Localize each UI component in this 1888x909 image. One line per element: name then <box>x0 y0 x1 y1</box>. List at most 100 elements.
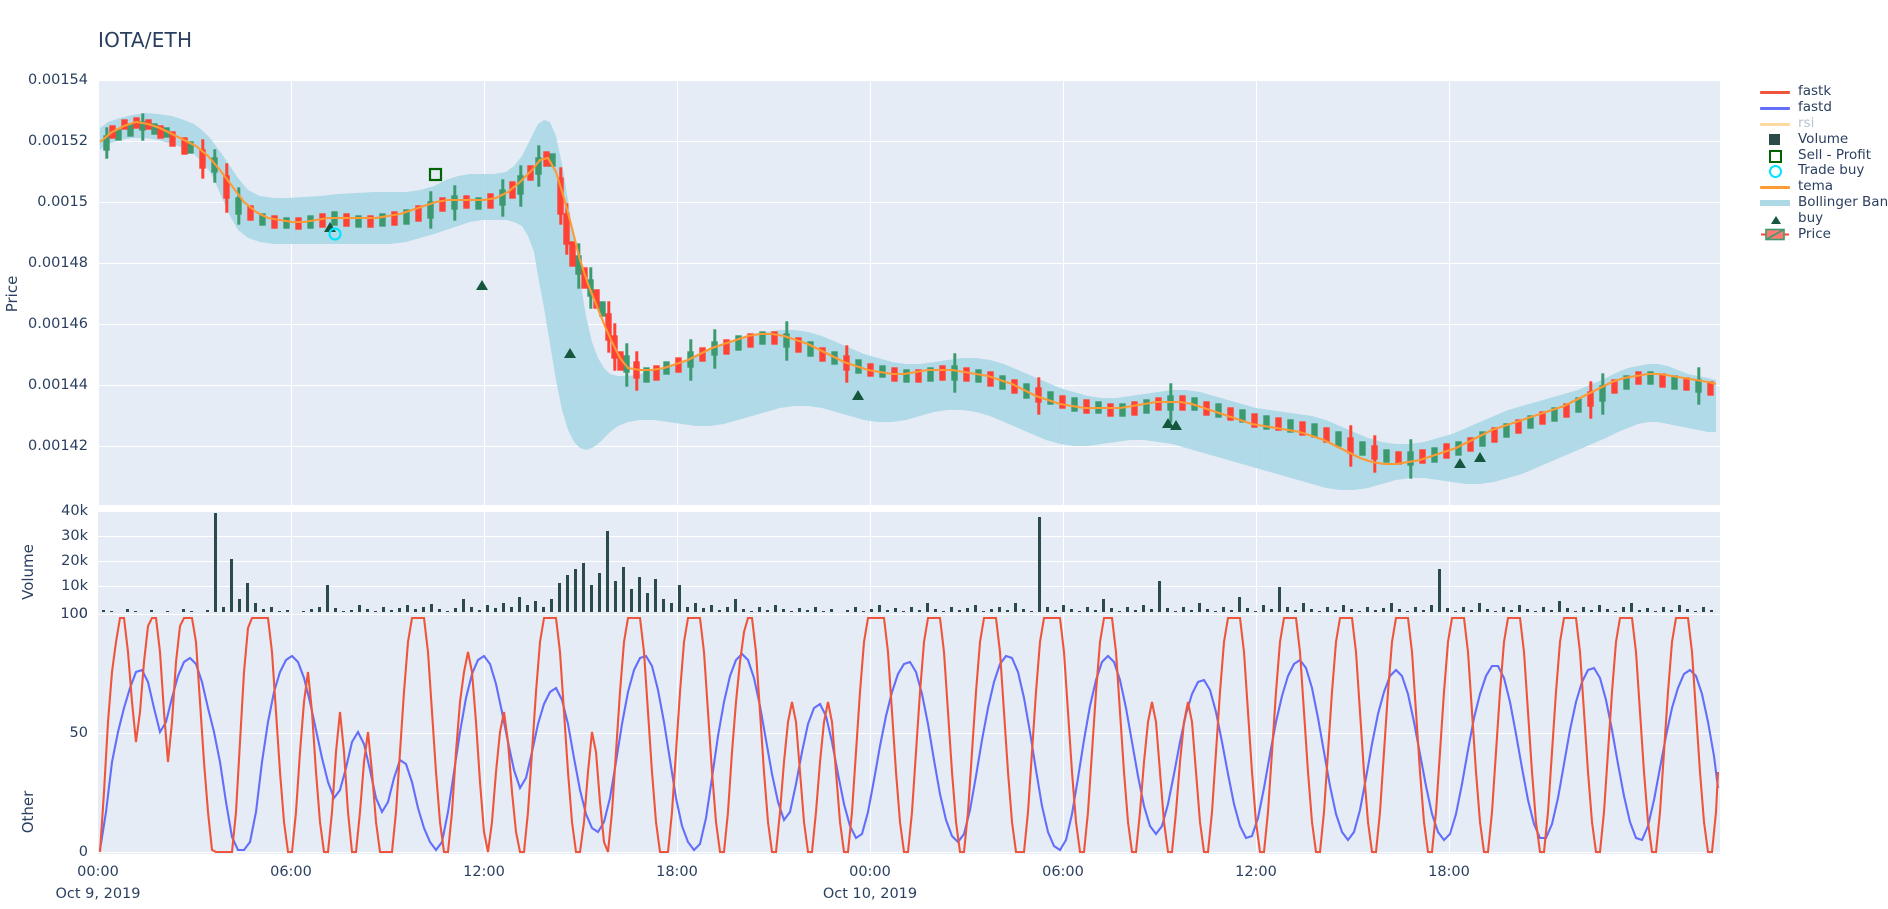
x-tick-label: 00:00 <box>849 864 891 880</box>
legend-item-rsi[interactable]: rsi <box>1758 114 1888 132</box>
legend-item-tema[interactable]: tema <box>1758 179 1888 195</box>
price-gridline <box>98 446 1720 448</box>
volume-ytick-label: 30k <box>61 528 88 544</box>
tema-line <box>99 120 1717 466</box>
candlestick-series <box>103 113 1714 479</box>
fastd-line <box>98 652 1720 852</box>
volume-square-icon <box>1758 132 1792 147</box>
x-tick-label: 06:00 <box>270 864 312 880</box>
volume-ytick-label: 20k <box>61 553 88 569</box>
legend-item-bollinger-band[interactable]: Bollinger Band <box>1758 193 1888 211</box>
legend-label: Price <box>1798 225 1831 242</box>
chart-legend[interactable]: fastk fastd rsi Volume Sell - Profit Tra… <box>1758 84 1888 242</box>
legend-label: rsi <box>1798 114 1815 131</box>
other-series-plot <box>98 616 1720 854</box>
price-gridline-vertical <box>98 80 100 505</box>
price-ytick-label: 0.00152 <box>28 133 88 149</box>
volume-gridline-vertical <box>1256 511 1258 616</box>
price-gridline <box>98 141 1720 143</box>
x-tick-label: 18:00 <box>1428 864 1470 880</box>
legend-label: Sell - Profit <box>1798 146 1872 163</box>
price-gridline <box>98 263 1720 265</box>
price-gridline-vertical <box>484 80 486 505</box>
trade-buy-circle-icon <box>1758 163 1792 179</box>
legend-item-buy[interactable]: buy <box>1758 210 1888 226</box>
volume-gridline <box>98 561 1720 563</box>
price-gridline <box>98 324 1720 326</box>
volume-ytick-label: 0 <box>78 606 88 622</box>
x-date-label: Oct 9, 2019 <box>55 886 141 902</box>
volume-ytick-label: 10k <box>61 578 88 594</box>
legend-label: fastk <box>1798 83 1832 100</box>
legend-item-trade-buy[interactable]: Trade buy <box>1758 163 1888 179</box>
volume-gridline-vertical <box>291 511 293 616</box>
price-gridline-vertical <box>1063 80 1065 505</box>
volume-gridline <box>98 536 1720 538</box>
tema-line-icon <box>1758 179 1792 194</box>
price-gridline-vertical <box>291 80 293 505</box>
legend-item-fastd[interactable]: fastd <box>1758 100 1888 116</box>
rsi-line-icon <box>1758 116 1792 131</box>
x-tick-label: 12:00 <box>463 864 505 880</box>
fastk-line-icon <box>1758 84 1792 99</box>
price-series-plot <box>99 113 1717 490</box>
volume-gridline-vertical <box>484 511 486 616</box>
other-gridline <box>98 733 1720 735</box>
volume-gridline-vertical <box>677 511 679 616</box>
volume-series-plot <box>102 513 1713 616</box>
volume-gridline-vertical <box>1063 511 1065 616</box>
fastd-line-icon <box>1758 100 1792 115</box>
legend-label: Volume <box>1798 130 1849 147</box>
trade-buy-markers <box>328 227 342 241</box>
other-gridline-vertical <box>1063 612 1065 854</box>
x-date-label: Oct 10, 2019 <box>822 886 918 902</box>
legend-item-sell-profit[interactable]: Sell - Profit <box>1758 147 1888 163</box>
volume-gridline <box>98 586 1720 588</box>
legend-label: fastd <box>1798 99 1832 116</box>
other-ytick-label: 0 <box>78 844 88 860</box>
legend-item-volume[interactable]: Volume <box>1758 131 1888 147</box>
volume-axis-title: Volume <box>19 544 37 600</box>
other-ytick-label: 100 <box>60 606 88 622</box>
legend-item-fastk[interactable]: fastk <box>1758 84 1888 100</box>
volume-ytick-label: 40k <box>61 503 88 519</box>
volume-gridline-vertical <box>1449 511 1451 616</box>
price-gridline-vertical <box>870 80 872 505</box>
sell-profit-square-icon <box>1758 148 1792 163</box>
price-gridline-vertical <box>1449 80 1451 505</box>
other-axis-title: Other <box>19 790 37 834</box>
volume-gridline-vertical <box>870 511 872 616</box>
price-ytick-label: 0.0015 <box>37 194 88 210</box>
price-ytick-label: 0.00146 <box>28 316 88 332</box>
fastk-line <box>98 616 1720 854</box>
x-tick-label: 06:00 <box>1042 864 1084 880</box>
price-axis-title: Price <box>3 275 21 313</box>
legend-label: Bollinger Band <box>1798 193 1888 210</box>
legend-item-price[interactable]: Price <box>1758 226 1888 242</box>
price-gridline-vertical <box>1256 80 1258 505</box>
bollinger-band-area <box>100 113 1716 490</box>
price-gridline-vertical <box>677 80 679 505</box>
x-tick-label: 12:00 <box>1235 864 1277 880</box>
price-gridline <box>98 202 1720 204</box>
sell-profit-markers <box>428 167 443 182</box>
x-tick-label: 18:00 <box>656 864 698 880</box>
other-gridline-vertical <box>1449 612 1451 854</box>
bollinger-band-icon <box>1758 195 1792 210</box>
x-tick-label: 00:00 <box>77 864 119 880</box>
buy-triangle-icon <box>1758 211 1792 226</box>
legend-label: buy <box>1798 209 1824 226</box>
other-gridline-vertical <box>870 612 872 854</box>
price-ytick-label: 0.00148 <box>28 255 88 271</box>
volume-gridline <box>98 511 1720 513</box>
page-title: IOTA/ETH <box>98 28 193 52</box>
other-ytick-label: 50 <box>69 725 88 741</box>
legend-label: Trade buy <box>1798 162 1865 179</box>
other-gridline <box>98 614 1720 616</box>
price-ytick-label: 0.00154 <box>28 72 88 88</box>
price-ytick-label: 0.00144 <box>28 377 88 393</box>
legend-label: tema <box>1798 178 1834 195</box>
other-gridline <box>98 852 1720 854</box>
price-candlestick-icon <box>1758 227 1792 242</box>
volume-bars <box>102 513 1713 616</box>
